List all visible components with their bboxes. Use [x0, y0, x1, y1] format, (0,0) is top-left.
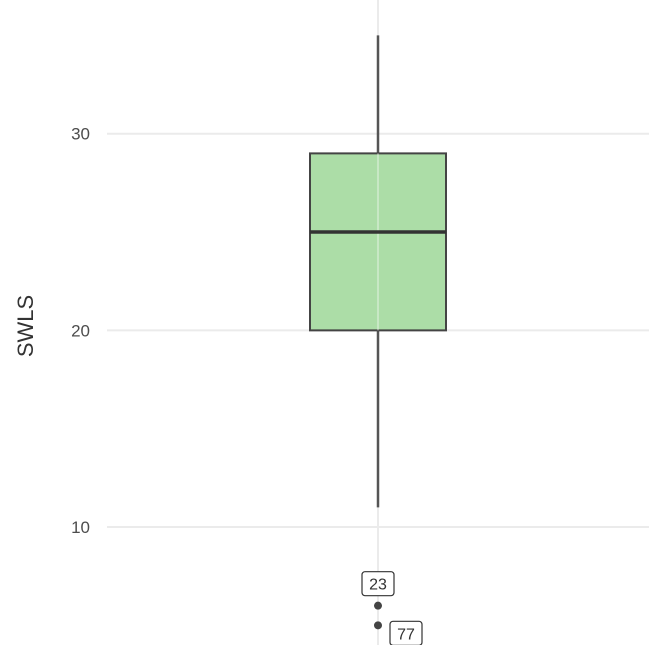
outlier-label: 23: [369, 577, 387, 594]
box-and-whiskers: [309, 35, 447, 508]
y-tick-label: 10: [71, 518, 90, 537]
outlier-label: 77: [397, 626, 415, 643]
outlier-point: [374, 621, 382, 630]
y-tick-label: 30: [71, 125, 90, 144]
outliers: 23 77: [361, 571, 423, 645]
y-tick-label: 20: [71, 321, 90, 340]
y-axis-title: SWLS: [13, 295, 38, 357]
outlier-point: [374, 601, 382, 610]
outlier-label-box: [361, 571, 395, 597]
iqr-box: [309, 152, 447, 332]
outlier-label-box: [389, 620, 423, 645]
y-axis-ticks: 10 20 30: [71, 125, 90, 537]
